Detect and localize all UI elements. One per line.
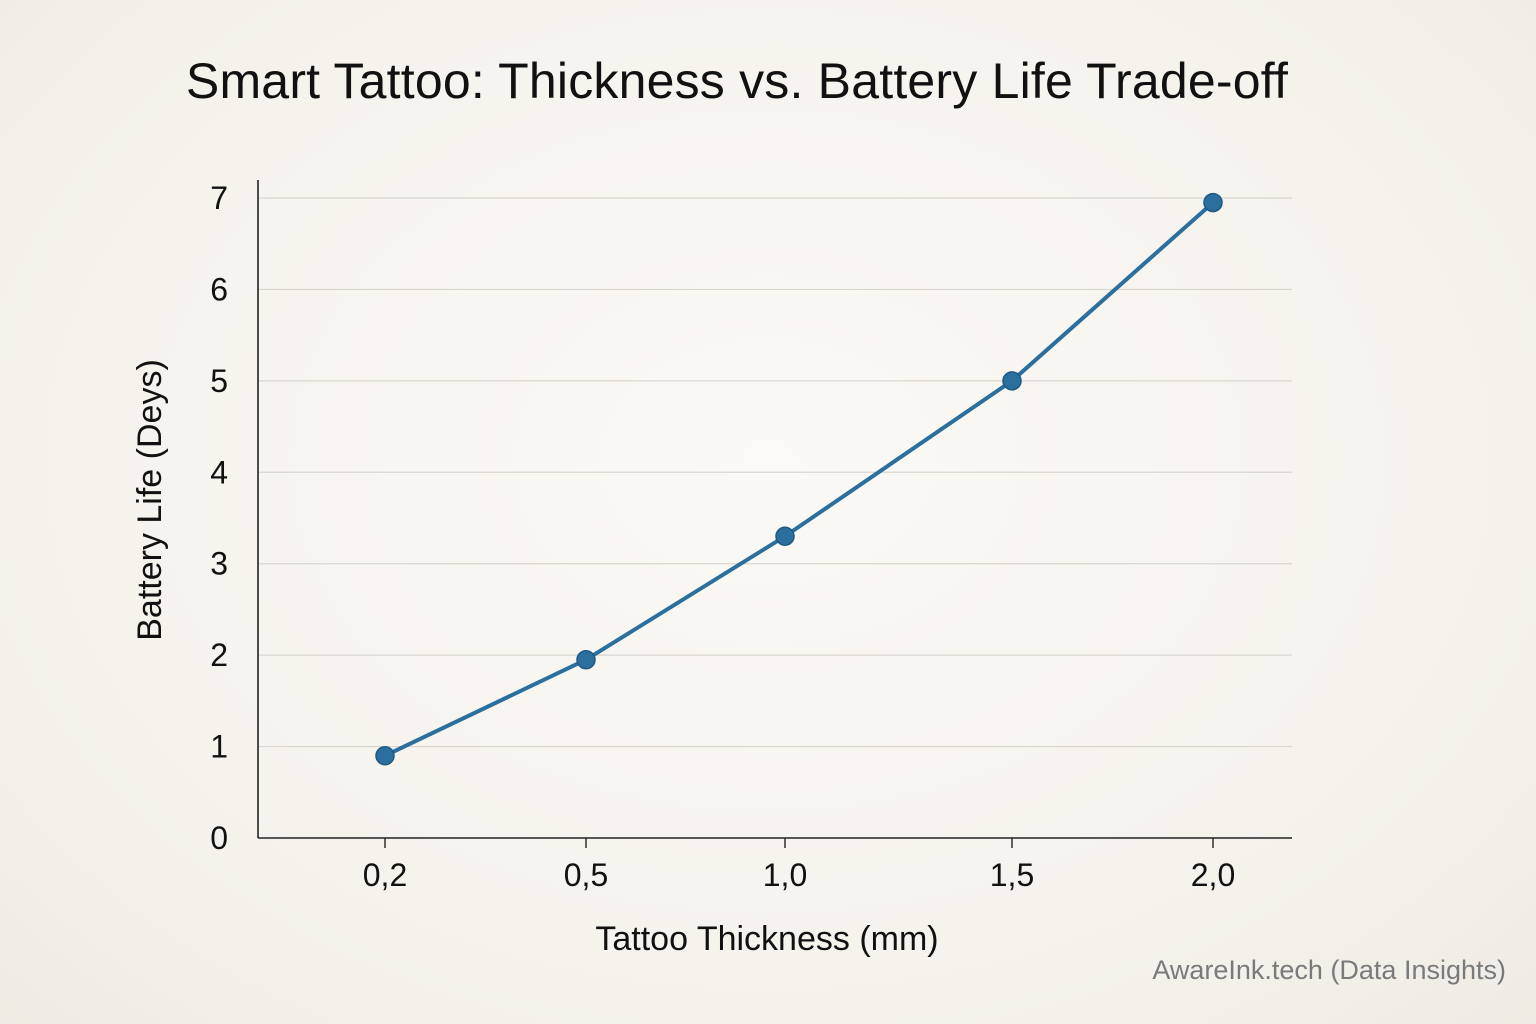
y-tick-label-1: 1 bbox=[210, 729, 228, 765]
data-point-3 bbox=[1002, 371, 1022, 391]
data-point-4 bbox=[1203, 192, 1223, 213]
x-tick-label-2: 1,0 bbox=[763, 857, 807, 893]
y-tick-label-7: 7 bbox=[210, 180, 228, 216]
series bbox=[375, 192, 1223, 766]
y-tick-label-3: 3 bbox=[210, 546, 228, 582]
y-tick-label-5: 5 bbox=[210, 363, 228, 399]
x-tick-label-0: 0,2 bbox=[363, 857, 407, 893]
x-axis-title: Tattoo Thickness (mm) bbox=[595, 920, 938, 958]
axes bbox=[257, 180, 1292, 839]
x-tick-labels: 0,2 0,5 1,0 1,5 2,0 bbox=[363, 838, 1235, 893]
data-point-0 bbox=[375, 745, 395, 766]
y-tick-label-0: 0 bbox=[210, 820, 228, 856]
y-tick-label-6: 6 bbox=[210, 271, 228, 307]
x-tick-label-4: 2,0 bbox=[1191, 857, 1235, 893]
chart-title: Smart Tattoo: Thickness vs. Battery Life… bbox=[185, 53, 1289, 109]
data-point-1 bbox=[576, 649, 596, 670]
y-tick-label-2: 2 bbox=[210, 637, 228, 673]
x-tick-label-3: 1,5 bbox=[990, 857, 1034, 893]
x-tick-label-1: 0,5 bbox=[564, 857, 608, 893]
gridlines bbox=[258, 197, 1292, 748]
y-tick-label-4: 4 bbox=[210, 454, 228, 490]
series-line-0 bbox=[383, 200, 1215, 758]
source-credit: AwareInk.tech (Data Insights) bbox=[1152, 955, 1506, 985]
data-point-2 bbox=[775, 526, 795, 547]
y-axis-title: Battery Life (Deys) bbox=[131, 359, 169, 641]
y-tick-labels: 0 1 2 3 4 5 6 7 bbox=[210, 180, 228, 856]
